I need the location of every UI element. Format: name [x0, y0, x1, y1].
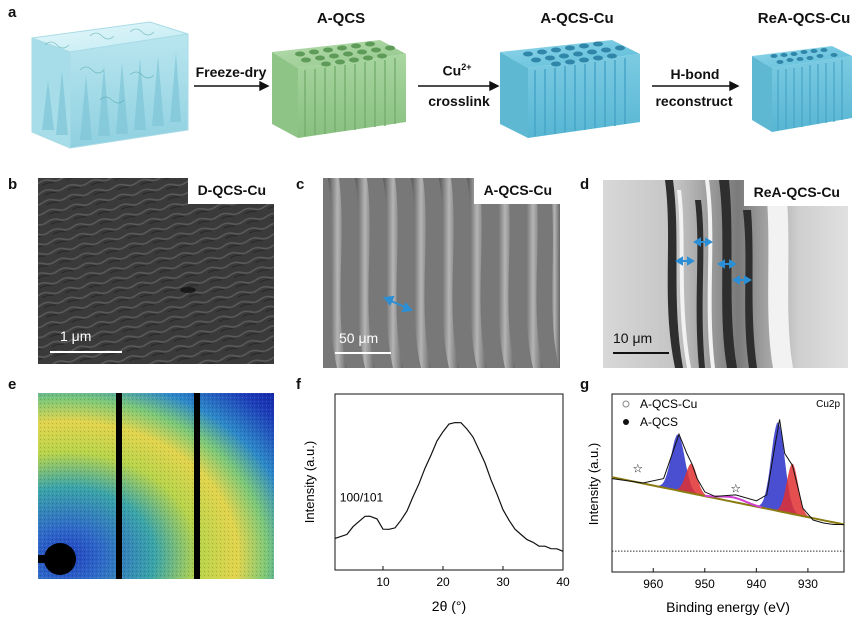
peak-annotation: 100/101 [340, 491, 384, 505]
xrd-chart-f: 10 20 30 40 100/101 Intensity (a.u.) 2θ (°) [302, 393, 570, 614]
scale-bar-b [50, 351, 122, 353]
x-tick-label-g: 950 [695, 577, 715, 591]
panel-label-b: b [8, 176, 18, 193]
sem-tag-c: A-QCS-Cu [473, 178, 560, 204]
sem-image-c: A-QCS-Cu 50 μm [323, 178, 560, 368]
sem-image-d: ReA-QCS-Cu 10 μm [603, 180, 848, 368]
cu-ion-charge: 2+ [461, 62, 472, 72]
sem-texture-d [603, 180, 848, 368]
scale-bar-d [613, 352, 669, 354]
scale-bar-c [335, 352, 391, 354]
panel-label-c: c [296, 176, 305, 193]
reconstruct-label: reconstruct [655, 93, 733, 109]
a-qcs-cu-title: A-QCS-Cu [540, 10, 614, 27]
x-tick-label-g: 960 [643, 577, 663, 591]
y-axis-label-g: Intensity (a.u.) [586, 443, 601, 525]
saxs-pattern-e [38, 393, 274, 579]
panel-label-e: e [8, 376, 17, 393]
process-arrows [194, 80, 740, 92]
xrd-curve [334, 421, 564, 552]
plot-frame-g [611, 393, 845, 573]
sem-tag-d: ReA-QCS-Cu [743, 180, 848, 206]
satellite-star-icon: ☆ [730, 481, 741, 495]
scale-label-b: 1 μm [60, 328, 92, 344]
y-axis-label-f: Intensity (a.u.) [302, 441, 317, 523]
sem-texture-c [323, 178, 560, 368]
scale-label-d: 10 μm [613, 330, 653, 346]
x-axis-label-f: 2θ (°) [432, 598, 466, 614]
fit-peak-2p32-cu2 [775, 463, 810, 518]
panel-label-a: a [8, 4, 17, 21]
x-tick-label-g: 930 [798, 577, 818, 591]
x-tick-label-g: 940 [746, 577, 766, 591]
freeze-dry-label: Freeze-dry [195, 64, 267, 80]
rea-qcs-cu-title: ReA-QCS-Cu [757, 10, 851, 27]
sem-texture-b [38, 178, 274, 364]
xps-chart-g: 960 950 940 930 ☆ ☆ A-QCS-Cu A-QCS Cu2p Inte… [586, 393, 845, 615]
legend-marker-a-qcs [623, 419, 629, 425]
legend-label-a-qcs: A-QCS [640, 415, 678, 429]
a-qcs-title: A-QCS [316, 10, 366, 27]
x-axis-label-g: Binding energy (eV) [666, 599, 790, 615]
x-tick-label-f: 20 [436, 575, 450, 589]
cu2p-label: Cu2p [816, 399, 840, 410]
rea-qcs-cu-block [752, 46, 852, 132]
plot-frame-f [334, 393, 564, 571]
xps-curve-a-qcs-cu [611, 419, 844, 525]
sem-image-b: D-QCS-Cu 1 μm [38, 178, 274, 364]
sem-tag-b: D-QCS-Cu [187, 178, 274, 204]
xps-background-line [611, 476, 845, 526]
x-tick-label-f: 30 [496, 575, 510, 589]
hydrogel-block [31, 21, 189, 149]
cu-ion-label: Cu2+ [420, 62, 494, 79]
x-tick-label-f: 10 [376, 575, 390, 589]
fit-peak-2p12-cu2 [674, 463, 709, 497]
scale-label-c: 50 μm [339, 330, 379, 346]
panel-label-d: d [580, 176, 590, 193]
h-bond-label: H-bond [670, 66, 720, 82]
a-qcs-block [272, 40, 406, 138]
a-qcs-cu-block [500, 40, 640, 138]
panel-label-g: g [580, 376, 590, 393]
panel-label-f: f [296, 376, 301, 393]
legend-marker-a-qcs-cu [622, 400, 630, 408]
legend-label-a-qcs-cu: A-QCS-Cu [640, 397, 697, 411]
saxs-rings [38, 393, 274, 579]
crosslink-label: crosslink [428, 93, 490, 109]
satellite-star-icon: ☆ [632, 461, 643, 475]
panel-a-schematic [31, 21, 852, 149]
cu-ion-text: Cu [442, 62, 462, 79]
x-tick-label-f: 40 [556, 575, 570, 589]
